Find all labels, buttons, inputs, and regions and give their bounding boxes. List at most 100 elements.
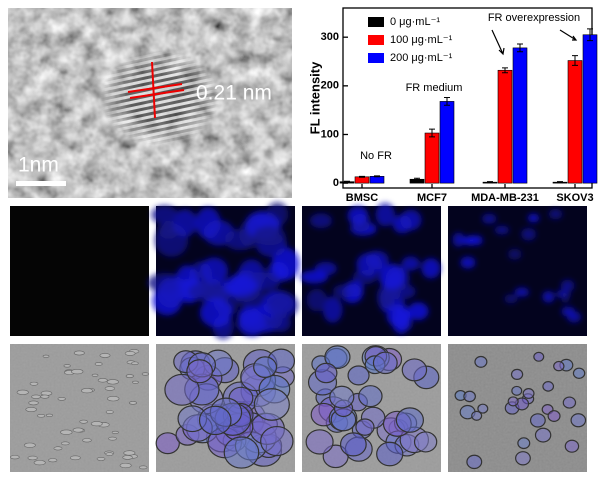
cell	[314, 362, 338, 384]
cell	[31, 394, 41, 399]
cell	[358, 385, 383, 408]
cell-signal	[200, 257, 229, 284]
cell	[29, 381, 39, 386]
cell	[186, 359, 213, 384]
cell	[108, 436, 117, 441]
cell-signal	[195, 207, 221, 239]
legend-label: 200 μg·mL⁻¹	[390, 52, 453, 64]
cell-signal	[199, 298, 233, 328]
cell	[466, 454, 483, 470]
cell-signal	[560, 279, 575, 292]
cell	[79, 419, 88, 424]
cell	[128, 401, 137, 405]
x-tick-label: MCF7	[417, 192, 447, 204]
cell	[60, 429, 73, 435]
bar-chart: 0 100 200 300 FL intensity BMSC MCF7 MDA-MB-231…	[307, 7, 598, 204]
cell-signal	[482, 213, 497, 224]
cell	[106, 379, 119, 385]
cell-signal	[391, 307, 411, 334]
cell	[507, 396, 519, 407]
scale-bar	[16, 181, 66, 186]
cell	[141, 372, 149, 376]
y-axis-label: FL intensity	[307, 61, 322, 134]
cell	[515, 451, 531, 466]
cell	[33, 460, 46, 466]
tem-image: 0.21 nm 1nm	[8, 8, 292, 198]
cell	[107, 396, 120, 402]
cell-signal	[172, 209, 198, 237]
error-bar	[517, 43, 523, 53]
cell	[45, 413, 53, 417]
cell-signal	[407, 302, 429, 321]
cell-signal	[356, 252, 382, 276]
cell	[376, 441, 404, 467]
cell	[91, 373, 99, 377]
y-tick-label: 200	[321, 80, 339, 92]
cell	[10, 455, 20, 460]
cell-signal	[267, 292, 298, 319]
error-bar	[344, 180, 350, 183]
cell	[71, 368, 84, 375]
cell	[119, 462, 132, 469]
y-tick-label: 0	[333, 177, 339, 189]
annotation: No FR	[360, 150, 392, 162]
cell	[260, 425, 294, 457]
cell	[562, 396, 577, 409]
cell-signal	[542, 290, 555, 303]
cell	[547, 410, 561, 422]
cell	[355, 418, 375, 436]
annotation-arrow	[491, 29, 505, 56]
error-bar	[557, 181, 563, 184]
cell	[463, 390, 476, 403]
cell-signal	[270, 313, 291, 332]
cell	[324, 345, 351, 370]
cell	[553, 360, 565, 372]
cell-signal	[468, 235, 483, 246]
cell	[572, 367, 586, 379]
cell	[223, 436, 260, 469]
measure-line	[129, 89, 185, 99]
x-tick-label: SKOV3	[556, 192, 593, 204]
cell	[123, 450, 136, 456]
y-tick-label: 100	[321, 128, 339, 140]
error-bar	[587, 28, 593, 42]
legend-swatch	[368, 17, 384, 27]
measure-line	[151, 61, 156, 119]
cell	[124, 351, 136, 356]
cell	[347, 365, 370, 386]
cell	[97, 378, 108, 383]
cell	[471, 410, 483, 421]
cell	[23, 442, 36, 448]
cell	[73, 350, 85, 356]
cell	[42, 354, 50, 358]
cell	[329, 385, 355, 409]
cell	[164, 373, 200, 406]
annotation: FR medium	[406, 82, 463, 94]
x-tick-label: BMSC	[346, 192, 378, 204]
cell-signal	[271, 247, 300, 281]
annotation: FR overexpression	[488, 12, 580, 24]
legend-swatch	[368, 53, 384, 63]
error-bar	[429, 128, 435, 138]
cell	[477, 403, 489, 414]
cell-signal	[504, 294, 518, 304]
fluorescence-panel	[448, 206, 587, 336]
cell-signal	[460, 256, 476, 269]
cell	[564, 439, 580, 453]
cell	[511, 385, 523, 396]
bar	[497, 69, 513, 184]
legend-swatch	[368, 35, 384, 45]
cell	[198, 405, 232, 436]
cell-signal	[548, 208, 563, 220]
cell-signal	[561, 291, 570, 303]
cell	[63, 364, 71, 368]
bar	[582, 34, 598, 184]
cell	[305, 429, 334, 455]
cell	[474, 355, 488, 368]
cell-signal	[400, 209, 422, 231]
error-bar	[572, 55, 578, 66]
cell	[253, 356, 278, 379]
fluorescence-cells	[452, 208, 582, 323]
cell	[570, 413, 587, 428]
